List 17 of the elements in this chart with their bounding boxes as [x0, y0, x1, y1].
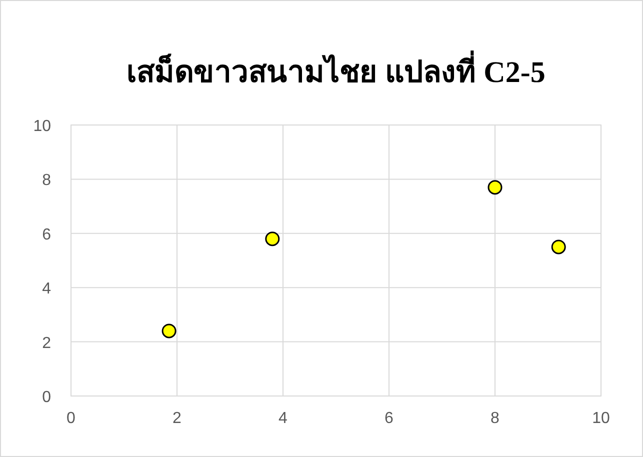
point [162, 324, 176, 338]
x-tick-label: 2 [172, 410, 182, 427]
y-tick-label: 0 [42, 389, 52, 406]
point [265, 232, 280, 246]
y-tick-label: 4 [42, 280, 52, 298]
point [551, 240, 566, 254]
x-tick-label: 0 [66, 410, 76, 427]
chart-title: เสม็ดขาวสนามไชย แปลงที่ C2-5 [126, 50, 546, 89]
x-tick-label: 4 [278, 410, 288, 427]
y-tick-label: 8 [42, 172, 52, 190]
point [488, 180, 502, 195]
x-tick-label: 10 [592, 410, 610, 427]
x-tick-label: 8 [490, 410, 500, 427]
y-tick-label: 2 [42, 334, 52, 352]
y-tick-label: 10 [33, 118, 52, 135]
y-tick-label: 6 [42, 226, 52, 244]
x-tick-label: 6 [384, 410, 394, 427]
